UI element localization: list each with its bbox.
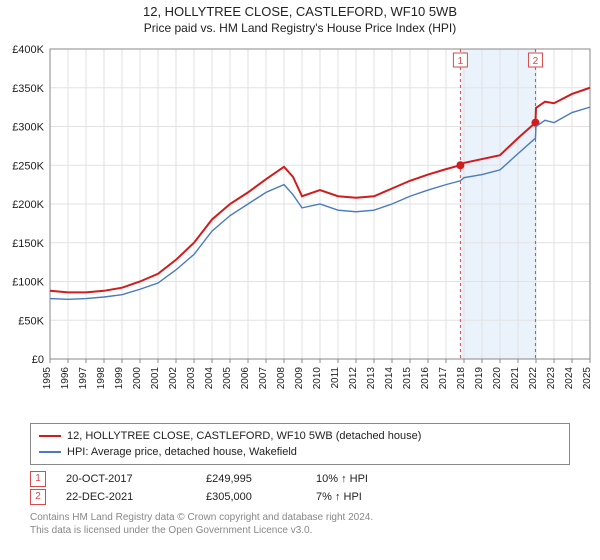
svg-text:2013: 2013 [366, 367, 377, 390]
svg-text:2016: 2016 [420, 367, 431, 390]
sale-price-1: £249,995 [206, 473, 296, 485]
svg-text:£150K: £150K [12, 238, 44, 250]
svg-text:£350K: £350K [12, 83, 44, 95]
legend-swatch-2 [39, 451, 61, 453]
sale-row-1: 1 20-OCT-2017 £249,995 10% ↑ HPI [30, 471, 570, 487]
svg-text:1997: 1997 [78, 367, 89, 390]
legend-row-1: 12, HOLLYTREE CLOSE, CASTLEFORD, WF10 5W… [39, 428, 561, 444]
svg-text:2007: 2007 [258, 367, 269, 390]
svg-text:£0: £0 [32, 354, 44, 366]
svg-text:2025: 2025 [582, 367, 593, 390]
svg-text:2014: 2014 [384, 367, 395, 390]
chart-area: £0 £50K £100K £150K £200K £250K £300K £350K £400… [0, 39, 600, 417]
legend-row-2: HPI: Average price, detached house, Wake… [39, 444, 561, 460]
svg-text:1: 1 [458, 56, 464, 67]
svg-text:2017: 2017 [438, 367, 449, 390]
svg-text:1996: 1996 [60, 367, 71, 390]
sale-date-2: 22-DEC-2021 [66, 491, 186, 503]
svg-text:2000: 2000 [132, 367, 143, 390]
svg-text:2023: 2023 [546, 367, 557, 390]
sale-price-2: £305,000 [206, 491, 296, 503]
svg-text:£400K: £400K [12, 44, 44, 56]
chart-title: 12, HOLLYTREE CLOSE, CASTLEFORD, WF10 5W… [0, 0, 600, 19]
svg-text:£200K: £200K [12, 199, 44, 211]
legend-label-1: 12, HOLLYTREE CLOSE, CASTLEFORD, WF10 5W… [67, 428, 421, 444]
svg-text:2020: 2020 [492, 367, 503, 390]
svg-text:2003: 2003 [186, 367, 197, 390]
sale-diff-1: 10% ↑ HPI [316, 473, 416, 485]
svg-text:£100K: £100K [12, 277, 44, 289]
svg-text:2009: 2009 [294, 367, 305, 390]
svg-text:2001: 2001 [150, 367, 161, 390]
sale-marker-1: 1 [30, 471, 46, 487]
sale-row-2: 2 22-DEC-2021 £305,000 7% ↑ HPI [30, 489, 570, 505]
svg-text:2010: 2010 [312, 367, 323, 390]
svg-text:£300K: £300K [12, 122, 44, 134]
sale-diff-2: 7% ↑ HPI [316, 491, 416, 503]
svg-text:2004: 2004 [204, 367, 215, 390]
sale-marker-2: 2 [30, 489, 46, 505]
legend-box: 12, HOLLYTREE CLOSE, CASTLEFORD, WF10 5W… [30, 423, 570, 465]
svg-text:2022: 2022 [528, 367, 539, 390]
svg-text:2024: 2024 [564, 367, 575, 390]
svg-text:2: 2 [533, 56, 539, 67]
chart-container: 12, HOLLYTREE CLOSE, CASTLEFORD, WF10 5W… [0, 0, 600, 560]
svg-text:2002: 2002 [168, 367, 179, 390]
footer: Contains HM Land Registry data © Crown c… [30, 511, 570, 537]
svg-text:2015: 2015 [402, 367, 413, 390]
sale-date-1: 20-OCT-2017 [66, 473, 186, 485]
chart-svg: £0 £50K £100K £150K £200K £250K £300K £350K £400… [0, 39, 600, 417]
svg-text:2005: 2005 [222, 367, 233, 390]
svg-text:1995: 1995 [42, 367, 53, 390]
svg-text:2008: 2008 [276, 367, 287, 390]
svg-text:2012: 2012 [348, 367, 359, 390]
svg-text:2011: 2011 [330, 367, 341, 389]
footer-line-2: This data is licensed under the Open Gov… [30, 524, 570, 537]
legend-label-2: HPI: Average price, detached house, Wake… [67, 444, 297, 460]
svg-text:1998: 1998 [96, 367, 107, 390]
svg-text:2021: 2021 [510, 367, 521, 390]
footer-line-1: Contains HM Land Registry data © Crown c… [30, 511, 570, 524]
svg-text:£250K: £250K [12, 160, 44, 172]
svg-text:2018: 2018 [456, 367, 467, 390]
svg-text:2006: 2006 [240, 367, 251, 390]
svg-text:2019: 2019 [474, 367, 485, 390]
chart-subtitle: Price paid vs. HM Land Registry's House … [0, 19, 600, 39]
svg-text:1999: 1999 [114, 367, 125, 390]
legend-swatch-1 [39, 435, 61, 437]
svg-text:£50K: £50K [18, 315, 44, 327]
